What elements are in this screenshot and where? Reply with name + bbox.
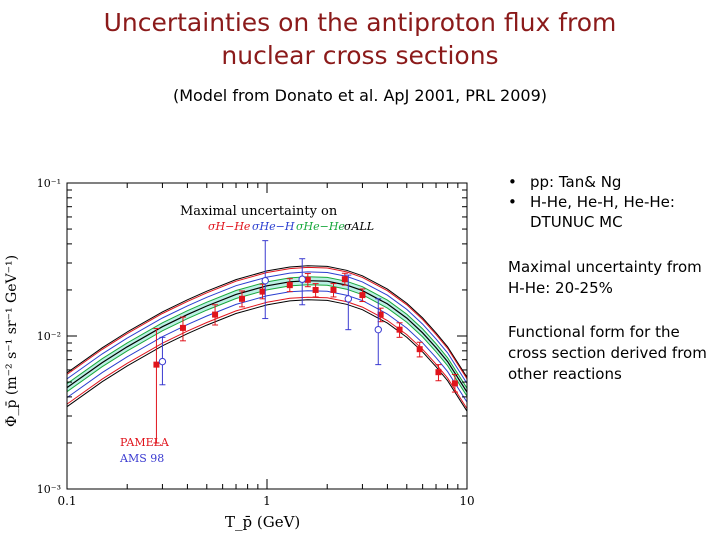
y-tick-label: 10⁻³ <box>37 483 61 496</box>
pamela-point <box>312 286 319 293</box>
pamela-point <box>435 369 442 376</box>
pamela-point <box>451 380 458 387</box>
pamela-point <box>259 288 266 295</box>
pamela-point <box>330 286 337 293</box>
ams-point <box>298 275 306 283</box>
data-points <box>153 240 458 444</box>
pamela-point <box>359 292 366 299</box>
inner-band-fill <box>67 276 467 397</box>
band-lower-σHe−H <box>66 290 468 403</box>
x-axis-label: T_p̄ (GeV) <box>225 513 300 531</box>
x-tick-label: 0.1 <box>57 494 76 508</box>
bullet-dtunuc: H-He, He-H, He-He: DTUNUC MC <box>508 192 718 232</box>
legend-ams: AMS 98 <box>119 452 164 465</box>
bullet-pp: pp: Tan& Ng <box>508 172 718 192</box>
legend-title: Maximal uncertainty on <box>180 204 338 219</box>
chart-svg: 0.1 1 10 10⁻¹ 10⁻² 10⁻³ Maximal uncertainty o… <box>4 177 475 531</box>
legend-entry-heh: σHe−H <box>252 220 295 233</box>
title-line-1: Uncertainties on the antiproton flux fro… <box>103 8 617 37</box>
ams-point <box>374 325 382 334</box>
uncertainty-bands <box>66 265 468 412</box>
pamela-point <box>239 295 246 302</box>
note-max-uncertainty: Maximal uncertainty from H-He: 20-25% <box>508 258 702 297</box>
band-upper-σHe−H <box>66 271 468 384</box>
slide-subtitle: (Model from Donato et al. ApJ 2001, PRL … <box>172 86 548 105</box>
x-tick-label: 10 <box>459 494 474 508</box>
ams-point <box>158 357 167 366</box>
legend-entry-hehe: σHe−He <box>296 220 345 233</box>
model-curve <box>66 280 468 393</box>
slide-title: Uncertainties on the antiproton flux fro… <box>0 6 720 72</box>
pamela-point <box>153 361 160 368</box>
legend-entry-hhe: σH−He <box>208 220 251 233</box>
pamela-point <box>179 324 186 331</box>
ams-point <box>261 276 269 285</box>
pamela-point <box>396 326 403 333</box>
pamela-point <box>416 346 423 353</box>
pamela-point <box>377 311 384 318</box>
band-upper-σALL <box>66 265 468 378</box>
pamela-point <box>286 282 293 289</box>
y-tick-label: 10⁻¹ <box>37 177 61 190</box>
legend-pamela: PAMELA <box>120 436 170 449</box>
bullet-list: pp: Tan& Ng H-He, He-H, He-He: DTUNUC MC <box>508 172 718 232</box>
ams-point <box>344 295 353 303</box>
band-lower-σHe−He <box>66 284 468 397</box>
legend-entry-all: σALL <box>344 220 374 233</box>
band-upper-σH−He <box>66 266 468 380</box>
pamela-point <box>212 311 219 318</box>
pamela-point <box>304 276 311 283</box>
title-line-2: nuclear cross sections <box>221 41 499 70</box>
y-axis-label: Φ_p̄ (m⁻² s⁻¹ sr⁻¹ GeV⁻¹) <box>4 255 20 427</box>
axis-ticks: 0.1 1 10 10⁻¹ 10⁻² 10⁻³ <box>37 177 475 508</box>
x-tick-label: 1 <box>263 494 271 508</box>
pamela-point <box>341 276 348 283</box>
antiproton-flux-plot: 0.1 1 10 10⁻¹ 10⁻² 10⁻³ Maximal uncertainty o… <box>0 165 500 540</box>
y-tick-label: 10⁻² <box>37 330 61 343</box>
note-functional-form: Functional form for the cross section de… <box>508 323 707 383</box>
